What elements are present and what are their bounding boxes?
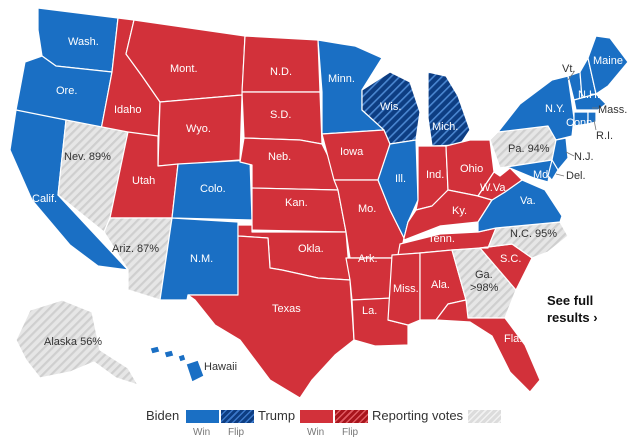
state-ne[interactable] (239, 137, 339, 191)
hawaii-island-2 (163, 349, 175, 359)
label-hi: Hawaii (204, 361, 237, 373)
label-nd: N.D. (270, 66, 292, 78)
leader-vt (567, 71, 575, 81)
state-ks[interactable] (251, 187, 347, 233)
label-vt: Vt. (562, 63, 575, 75)
label-in: Ind. (426, 169, 444, 181)
label-pa: Pa. 94% (508, 143, 550, 155)
state-ms[interactable] (387, 252, 421, 326)
state-nd[interactable] (241, 35, 321, 93)
legend-trump-label: Trump (258, 408, 296, 423)
legend-biden-flip-swatch (221, 410, 254, 423)
legend-reporting-label: Reporting votes (372, 408, 464, 423)
label-la: La. (362, 305, 377, 317)
label-ar: Ark. (358, 253, 378, 265)
label-ny: N.Y. (545, 103, 565, 115)
legend-trump-flip-label: Flip (342, 427, 359, 438)
label-ri: R.I. (596, 130, 613, 142)
state-tx[interactable] (187, 235, 355, 399)
label-ne: Neb. (268, 151, 291, 163)
label-me: Maine (593, 55, 623, 67)
label-wi: Wis. (380, 101, 401, 113)
label-md: Md. (533, 169, 551, 181)
label-mo: Mo. (358, 203, 376, 215)
label-id: Idaho (114, 104, 142, 116)
label-nh: N.H. (578, 89, 600, 101)
state-nj[interactable] (551, 137, 569, 171)
label-ks: Kan. (285, 197, 308, 209)
leader-nj (565, 151, 575, 157)
legend-biden-win-label: Win (193, 427, 211, 438)
label-co: Colo. (200, 183, 226, 195)
see-full-line2: results › (547, 310, 598, 325)
legend-biden-label: Biden (146, 408, 180, 423)
label-ut: Utah (132, 175, 155, 187)
label-ok: Okla. (298, 243, 324, 255)
label-il: Ill. (395, 173, 406, 185)
label-nc: N.C. 95% (510, 228, 557, 240)
legend-biden-flip-label: Flip (228, 427, 245, 438)
label-mn: Minn. (328, 73, 355, 85)
state-hi[interactable] (149, 345, 205, 383)
label-wy: Wyo. (186, 123, 211, 135)
label-nv: Nev. 89% (64, 151, 111, 163)
see-full-results-link[interactable]: See full results › (547, 292, 627, 326)
label-oh: Ohio (460, 163, 483, 175)
label-de: Del. (566, 170, 586, 182)
label-ga-pct: >98% (470, 282, 499, 294)
hawaii-island-4 (185, 359, 205, 383)
label-wv: W.Va. (480, 182, 509, 194)
label-or: Ore. (56, 85, 77, 97)
label-fl: Fla. (504, 333, 522, 345)
legend-trump-win-swatch (300, 410, 333, 423)
legend-trump-win-label: Win (307, 427, 325, 438)
label-ms: Miss. (393, 283, 419, 295)
label-mi: Mich. (432, 121, 458, 133)
label-tn: Tenn. (428, 233, 455, 245)
leader-ri (593, 119, 597, 131)
label-wa: Wash. (68, 36, 99, 48)
label-ct: Conn. (566, 117, 595, 129)
label-tx: Texas (272, 303, 301, 315)
hawaii-island-1 (149, 345, 161, 355)
label-nj: N.J. (574, 151, 594, 163)
state-md[interactable] (499, 159, 553, 183)
state-ma[interactable] (573, 93, 607, 111)
label-nm: N.M. (190, 253, 213, 265)
label-mt: Mont. (170, 63, 198, 75)
label-va: Va. (520, 195, 536, 207)
us-election-map: Wash. Ore. Calif. Idaho Nev. 89% Mont. W… (9, 7, 629, 399)
label-ak: Alaska 56% (44, 336, 102, 348)
label-ky: Ky. (452, 205, 467, 217)
state-wv[interactable] (477, 167, 523, 201)
hawaii-island-3 (177, 353, 187, 363)
label-sc: S.C. (500, 253, 521, 265)
state-ak[interactable] (15, 299, 139, 386)
label-ca: Calif. (32, 193, 57, 205)
leader-de (555, 173, 565, 177)
legend-trump-flip-swatch (335, 410, 368, 423)
state-fl[interactable] (435, 299, 541, 393)
label-sd: S.D. (270, 109, 291, 121)
legend-reporting-swatch (468, 410, 501, 423)
label-az: Ariz. 87% (112, 243, 159, 255)
state-mi[interactable] (427, 71, 471, 147)
map-legend: Biden Win Flip Trump Win Flip Reporting … (0, 405, 640, 444)
label-ma: Mass. (598, 104, 627, 116)
label-ga: Ga. (475, 269, 493, 281)
label-ia: Iowa (340, 146, 364, 158)
see-full-line1: See full (547, 293, 594, 308)
legend-biden-win-swatch (186, 410, 219, 423)
label-al: Ala. (431, 279, 450, 291)
state-de[interactable] (547, 159, 559, 181)
